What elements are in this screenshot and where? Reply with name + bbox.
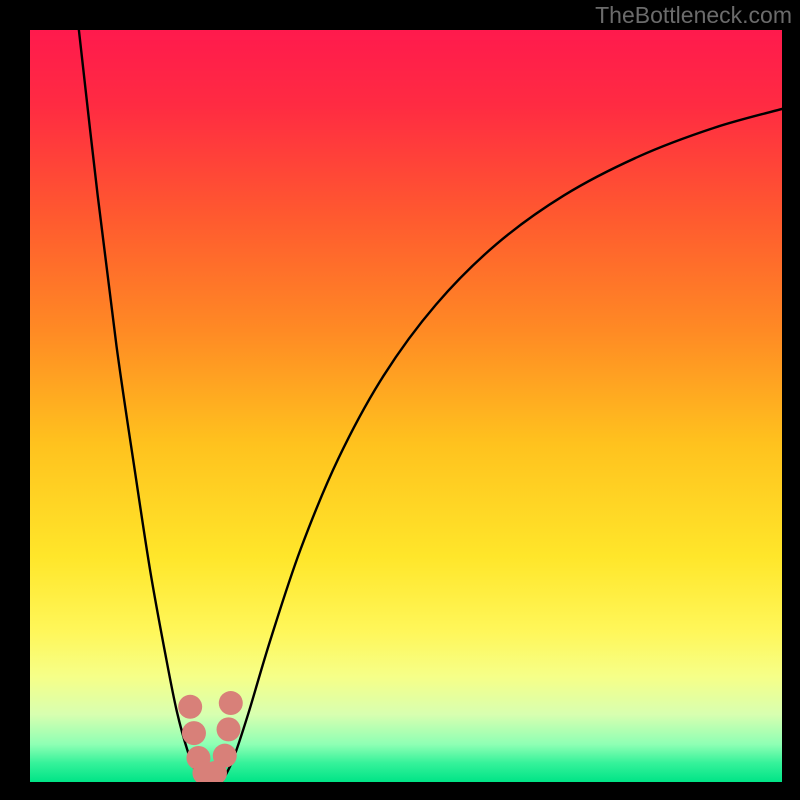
data-marker — [217, 717, 241, 741]
data-marker — [178, 695, 202, 719]
bottleneck-chart — [30, 30, 782, 782]
chart-canvas: TheBottleneck.com — [0, 0, 800, 800]
plot-area — [30, 30, 782, 782]
watermark-text: TheBottleneck.com — [595, 2, 792, 29]
data-marker — [213, 744, 237, 768]
data-marker — [219, 691, 243, 715]
data-marker — [182, 721, 206, 745]
